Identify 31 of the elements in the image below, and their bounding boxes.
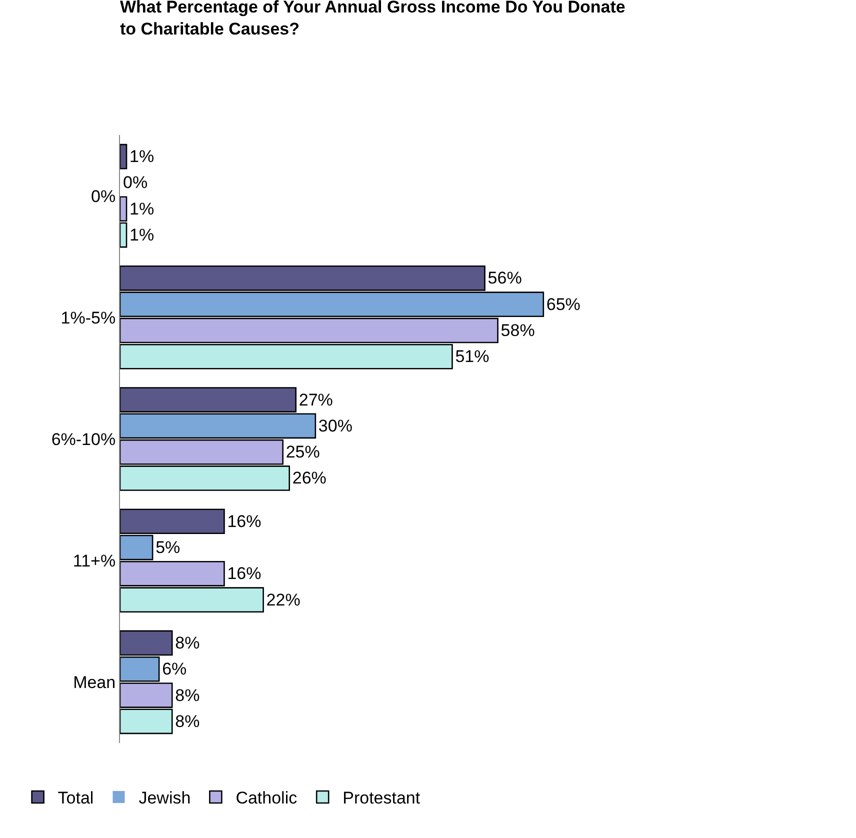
- y-tick-label: 1%-5%: [60, 308, 116, 328]
- chart-title: What Percentage of Your Annual Gross Income Do You Donate to Charitable Causes?: [120, 0, 626, 39]
- data-label: 27%: [298, 390, 333, 410]
- data-label: 1%: [130, 226, 154, 245]
- data-label: 16%: [227, 512, 262, 531]
- data-label: 8%: [175, 686, 200, 705]
- data-label: 8%: [175, 633, 200, 652]
- legend-label: Catholic: [236, 788, 298, 808]
- data-label: 0%: [123, 173, 148, 192]
- y-tick-label: 6%-10%: [51, 430, 116, 449]
- data-label: 25%: [286, 442, 320, 462]
- legend-label: Jewish: [138, 788, 191, 808]
- data-label: 1%: [130, 199, 154, 218]
- data-label: 58%: [500, 320, 535, 340]
- data-label: 56%: [488, 268, 522, 288]
- y-tick-label: Mean: [73, 673, 116, 692]
- data-label: 26%: [292, 468, 326, 488]
- data-label: 5%: [156, 538, 180, 558]
- legend-label: Protestant: [342, 788, 420, 808]
- bar: [120, 144, 128, 170]
- y-tick-label: 11+%: [72, 552, 116, 571]
- data-label: 51%: [455, 347, 490, 366]
- data-label: 8%: [175, 712, 200, 731]
- data-label: 22%: [266, 590, 300, 610]
- data-label: 30%: [318, 416, 352, 436]
- y-tick-label: 0%: [91, 186, 116, 206]
- data-label: 65%: [546, 294, 580, 314]
- data-label: 6%: [162, 660, 187, 679]
- data-label: 1%: [130, 147, 154, 166]
- legend-label: Total: [58, 788, 94, 808]
- data-label: 16%: [227, 564, 262, 584]
